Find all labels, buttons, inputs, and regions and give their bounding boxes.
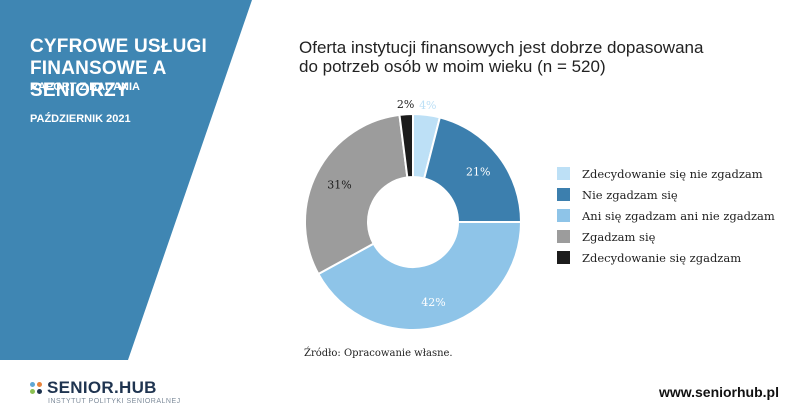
legend-item: Zdecydowanie się zgadzam [557, 247, 775, 268]
source-note: Źródło: Opracowanie własne. [304, 348, 453, 359]
slice-label: 2% [397, 98, 414, 111]
slice-label: 21% [466, 165, 490, 178]
legend-label: Nie zgadzam się [582, 187, 678, 202]
legend-swatch [557, 188, 570, 201]
legend-item: Nie zgadzam się [557, 184, 775, 205]
chart-title: Oferta instytucji finansowych jest dobrz… [299, 38, 759, 76]
legend-item: Zgadzam się [557, 226, 775, 247]
legend-label: Ani się zgadzam ani nie zgadzam [582, 208, 775, 223]
legend-label: Zdecydowanie się zgadzam [582, 250, 742, 265]
side-panel [0, 0, 252, 360]
chart-legend: Zdecydowanie się nie zgadzam Nie zgadzam… [557, 163, 775, 268]
logo-text: SENIOR.HUB [47, 378, 157, 397]
chart-title-line2: do potrzeb osób w moim wieku (n = 520) [299, 57, 606, 76]
legend-swatch [557, 230, 570, 243]
legend-label: Zdecydowanie się nie zgadzam [582, 166, 763, 181]
legend-swatch [557, 167, 570, 180]
legend-swatch [557, 209, 570, 222]
chart-title-line1: Oferta instytucji finansowych jest dobrz… [299, 38, 704, 57]
report-title-line2: FINANSOWE A SENIORZY [30, 58, 166, 101]
slice-label: 42% [421, 296, 445, 309]
report-date: PAŹDZIERNIK 2021 [30, 113, 131, 125]
donut-slice [422, 116, 523, 223]
logo-tagline: INSTYTUT POLITYKI SENIORALNEJ [48, 398, 181, 405]
legend-swatch [557, 251, 570, 264]
donut-slice [304, 113, 409, 276]
legend-item: Ani się zgadzam ani nie zgadzam [557, 205, 775, 226]
logo-dot [30, 389, 35, 394]
donut-slice [398, 112, 414, 179]
slice-label: 4% [419, 99, 436, 112]
donut-slice [316, 221, 523, 331]
report-title: CYFROWE USŁUGI FINANSOWE A SENIORZY [30, 36, 230, 102]
logo-dot [37, 382, 42, 387]
logo-dots-icon [30, 382, 44, 396]
logo-dot [30, 382, 35, 387]
report-subtitle: RAPORT Z BADANIA [30, 81, 140, 93]
legend-label: Zgadzam się [582, 229, 656, 244]
website-link[interactable]: www.seniorhub.pl [658, 384, 779, 400]
legend-item: Zdecydowanie się nie zgadzam [557, 163, 775, 184]
logo-dot [37, 389, 42, 394]
slice-label: 31% [327, 179, 351, 192]
report-title-line1: CYFROWE USŁUGI [30, 36, 207, 57]
